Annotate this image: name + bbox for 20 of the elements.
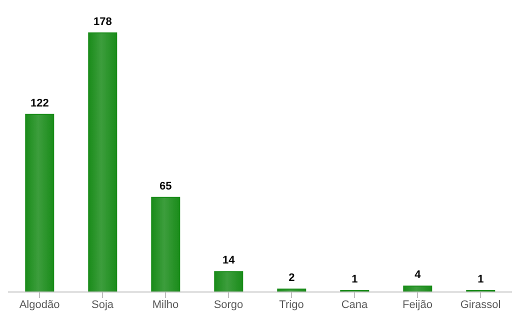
data-label: 122 <box>30 97 49 110</box>
bar <box>88 32 118 292</box>
data-label: 2 <box>288 272 295 284</box>
x-tick-label: Soja <box>91 298 114 311</box>
x-tick-label: Feijão <box>402 298 432 311</box>
data-label: 1 <box>478 274 484 286</box>
x-tick-label: Algodão <box>19 298 60 311</box>
data-label: 14 <box>222 254 236 267</box>
bar <box>25 114 54 292</box>
bar <box>214 271 244 292</box>
data-label: 1 <box>352 274 358 286</box>
bar <box>151 196 180 292</box>
x-tick-label: Girassol <box>460 298 501 311</box>
x-tick-label: Trigo <box>279 298 304 311</box>
x-tick-label: Sorgo <box>214 298 244 311</box>
x-tick-label: Cana <box>341 298 369 311</box>
x-tick-label: Milho <box>152 298 179 311</box>
data-label: 65 <box>160 180 172 192</box>
data-label: 4 <box>414 269 422 282</box>
data-label: 178 <box>93 16 112 28</box>
